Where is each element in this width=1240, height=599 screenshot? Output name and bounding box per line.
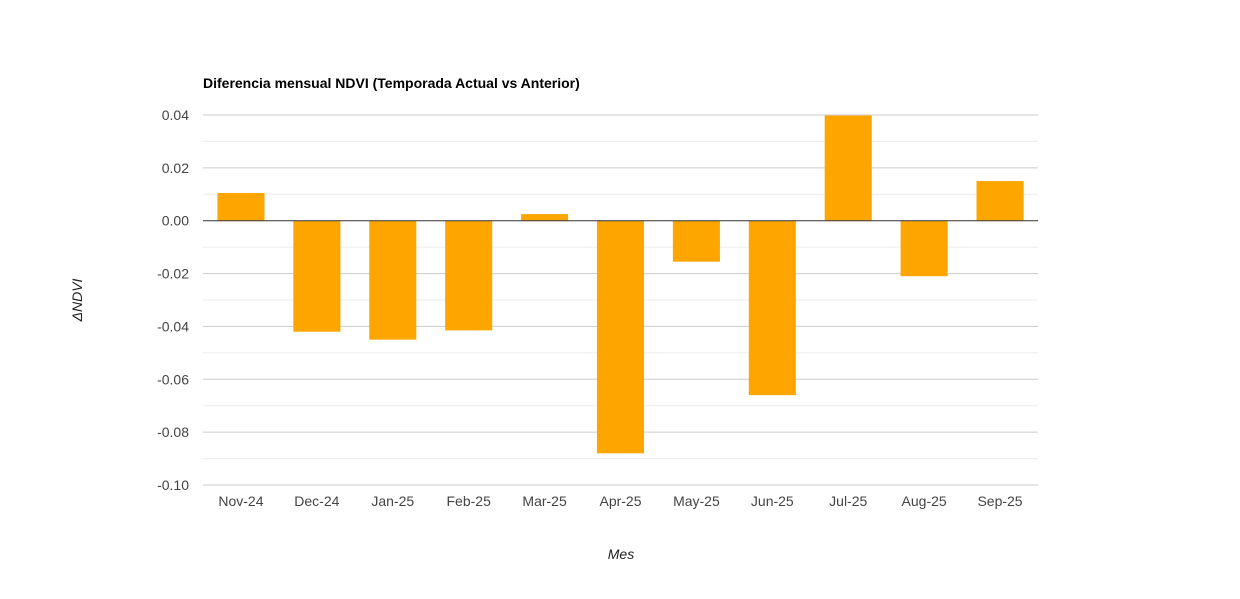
x-tick-label: Nov-24 [218, 493, 263, 509]
bar-jan-25[interactable] [369, 220, 417, 340]
x-tick-label: Mar-25 [522, 493, 567, 509]
y-axis-label: ΔNDVI [69, 278, 85, 322]
bar-jul-25[interactable] [824, 115, 872, 221]
chart-title: Diferencia mensual NDVI (Temporada Actua… [203, 75, 580, 91]
x-tick-label: Apr-25 [599, 493, 641, 509]
bar-dec-24[interactable] [293, 220, 341, 332]
bar-sep-25[interactable] [976, 181, 1024, 221]
bars [217, 115, 1024, 454]
bar-aug-25[interactable] [900, 220, 948, 277]
x-tick-label: Jan-25 [371, 493, 414, 509]
x-tick-label: Jun-25 [751, 493, 794, 509]
y-tick-label: -0.04 [157, 318, 189, 334]
x-tick-label: Jul-25 [829, 493, 867, 509]
bar-apr-25[interactable] [596, 220, 645, 454]
y-tick-label: 0.02 [162, 160, 189, 176]
bar-feb-25[interactable] [445, 220, 493, 331]
y-tick-label: 0.04 [162, 107, 189, 123]
x-tick-label: May-25 [673, 493, 720, 509]
x-axis-ticks: Nov-24 Dec-24 Jan-25 Feb-25 Mar-25 Apr-25 May-… [218, 493, 1022, 509]
y-tick-label: -0.06 [157, 371, 189, 387]
y-axis-ticks: 0.04 0.02 0.00 -0.02 -0.04 -0.06 -0.08 -0.10 [157, 107, 189, 493]
bar-mar-25[interactable] [521, 214, 569, 221]
y-tick-label: -0.08 [157, 424, 189, 440]
x-tick-label: Sep-25 [977, 493, 1022, 509]
x-tick-label: Dec-24 [294, 493, 339, 509]
bar-may-25[interactable] [672, 220, 720, 262]
bar-nov-24[interactable] [217, 192, 265, 221]
x-tick-label: Aug-25 [902, 493, 947, 509]
x-tick-label: Feb-25 [447, 493, 492, 509]
y-tick-label: 0.00 [162, 213, 189, 229]
y-tick-label: -0.10 [157, 477, 189, 493]
x-axis-label: Mes [608, 546, 634, 562]
y-tick-label: -0.02 [157, 266, 189, 282]
bar-jun-25[interactable] [748, 220, 796, 396]
